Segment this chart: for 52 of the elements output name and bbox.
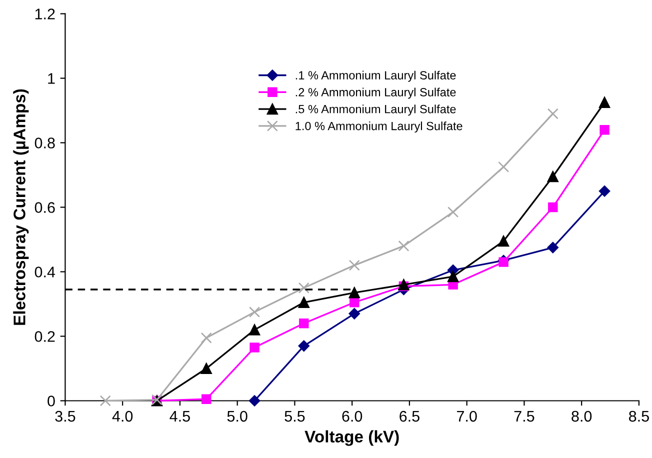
- point: [600, 124, 610, 135]
- point: [201, 394, 212, 404]
- legend-label: .2 % Ammonium Lauryl Sulfate: [296, 88, 456, 99]
- point: [498, 257, 508, 267]
- point: [548, 202, 558, 212]
- x-tick-label: 4.5: [170, 411, 190, 422]
- legend-label: 1.0 % Ammonium Lauryl Sulfate: [296, 122, 462, 133]
- y-tick-label: 1: [48, 73, 55, 84]
- x-tick-label: 3.5: [55, 410, 76, 422]
- x-tick-label: 5.0: [227, 410, 248, 422]
- point: [547, 171, 558, 182]
- x-tick-label: 4.0: [112, 410, 133, 422]
- point: [348, 308, 360, 320]
- x-tick-label: 7.5: [514, 411, 534, 422]
- point: [498, 161, 510, 172]
- legend-label: .5 % Ammonium Lauryl Sulfate: [296, 104, 456, 116]
- y-tick-label: 0.8: [34, 138, 55, 148]
- point: [298, 296, 310, 308]
- point: [547, 242, 558, 254]
- point: [448, 206, 459, 218]
- point: [298, 340, 310, 352]
- point: [248, 324, 260, 336]
- point: [298, 282, 310, 294]
- x-tick-label: 8.5: [629, 410, 649, 422]
- point: [248, 306, 260, 318]
- point: [448, 271, 459, 282]
- point: [299, 318, 309, 328]
- x-tick-label: 5.5: [284, 411, 305, 422]
- legend-label: .1 % Ammonium Lauryl Sulfate: [296, 70, 456, 82]
- point: [200, 332, 212, 344]
- x-axis-title: Voltage (kV): [304, 430, 399, 446]
- x-tick-label: 6.0: [342, 410, 362, 422]
- point: [248, 395, 260, 406]
- y-tick-label: 0: [48, 396, 55, 406]
- x-tick-label: 8.0: [572, 410, 592, 422]
- point: [598, 186, 610, 197]
- x-tick-label: 7.0: [456, 410, 477, 422]
- point: [348, 260, 360, 271]
- x-tick-label: 6.5: [400, 410, 420, 422]
- y-tick-label: 0.4: [34, 266, 56, 278]
- point: [250, 342, 260, 352]
- point: [100, 395, 111, 406]
- point: [398, 240, 410, 252]
- point: [200, 362, 212, 374]
- y-axis-title: Electrospray Current (µAmps): [13, 89, 29, 325]
- y-tick-label: 1.2: [35, 8, 55, 20]
- y-tick-label: 0.6: [34, 202, 55, 213]
- point: [498, 236, 510, 247]
- point: [348, 287, 360, 298]
- point: [547, 108, 558, 120]
- y-tick-label: 0.2: [34, 331, 55, 342]
- point: [598, 96, 610, 108]
